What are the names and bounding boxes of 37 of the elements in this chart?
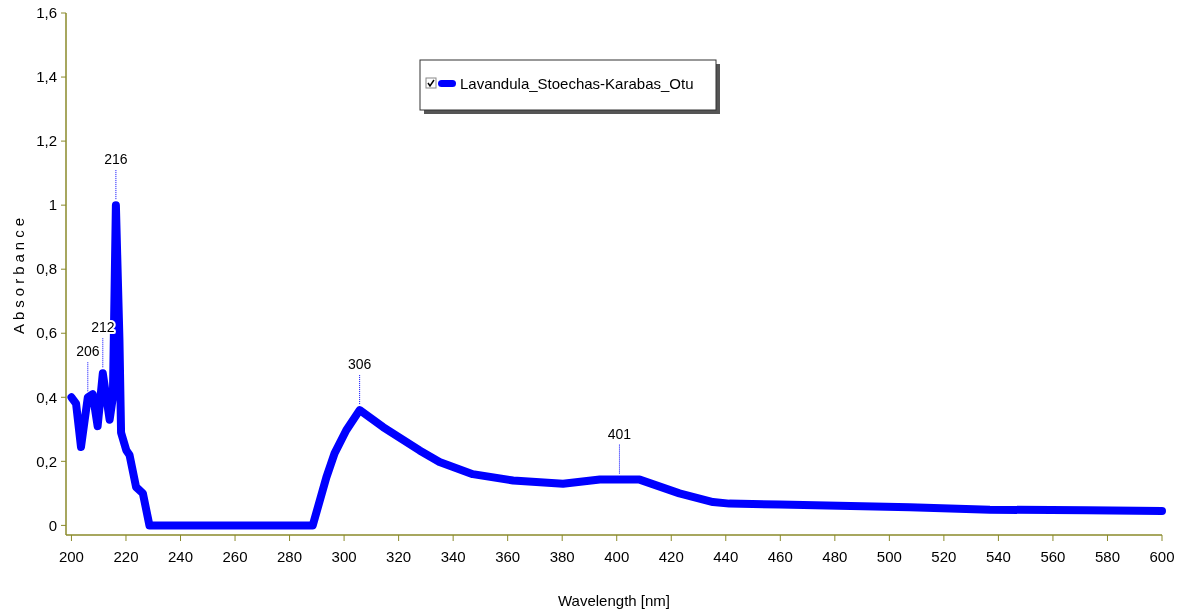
x-tick-label: 240 xyxy=(167,548,194,565)
annotation: 306 xyxy=(347,356,372,373)
x-tick-label: 560 xyxy=(1040,548,1066,565)
x-tick-label: 600 xyxy=(1149,548,1175,565)
x-axis-title: Wavelength [nm] xyxy=(558,592,670,609)
x-tick-label: 520 xyxy=(931,548,957,565)
annotation: 401 xyxy=(607,425,632,442)
annotation: 216 xyxy=(104,151,128,168)
x-tick-label: 480 xyxy=(822,548,848,565)
y-tick-label: 1,2 xyxy=(36,132,57,150)
x-tick-label: 460 xyxy=(767,548,793,565)
y-tick-label: 0,4 xyxy=(36,388,57,406)
x-tick-label: 440 xyxy=(713,548,739,565)
y-tick-label: 1 xyxy=(48,196,57,214)
x-tick-label: 320 xyxy=(386,548,412,565)
y-tick-label: 1,6 xyxy=(36,4,57,22)
x-tick-label: 400 xyxy=(604,548,630,565)
x-tick-label: 280 xyxy=(277,548,303,565)
y-axis-title: Absorbance xyxy=(10,213,27,335)
y-tick-label: 0,8 xyxy=(36,260,57,278)
x-tick-label: 540 xyxy=(985,548,1011,565)
annotation: 206 xyxy=(76,343,100,360)
y-tick-label: 1,4 xyxy=(36,68,57,86)
x-tick-label: 360 xyxy=(495,548,521,565)
x-tick-label: 500 xyxy=(876,548,902,565)
y-tick-label: 0 xyxy=(48,516,57,534)
y-tick-label: 0,6 xyxy=(36,324,57,342)
x-tick-label: 580 xyxy=(1094,548,1120,565)
x-tick-label: 380 xyxy=(549,548,575,565)
legend-label: Lavandula_Stoechas-Karabas_Otu xyxy=(460,75,694,93)
x-tick-label: 340 xyxy=(440,548,466,565)
x-tick-label: 200 xyxy=(58,548,84,565)
x-tick-label: 260 xyxy=(222,548,248,565)
x-tick-label: 300 xyxy=(331,548,357,565)
x-tick-label: 420 xyxy=(658,548,684,565)
x-tick-label: 220 xyxy=(113,548,139,565)
y-tick-label: 0,2 xyxy=(36,452,57,470)
